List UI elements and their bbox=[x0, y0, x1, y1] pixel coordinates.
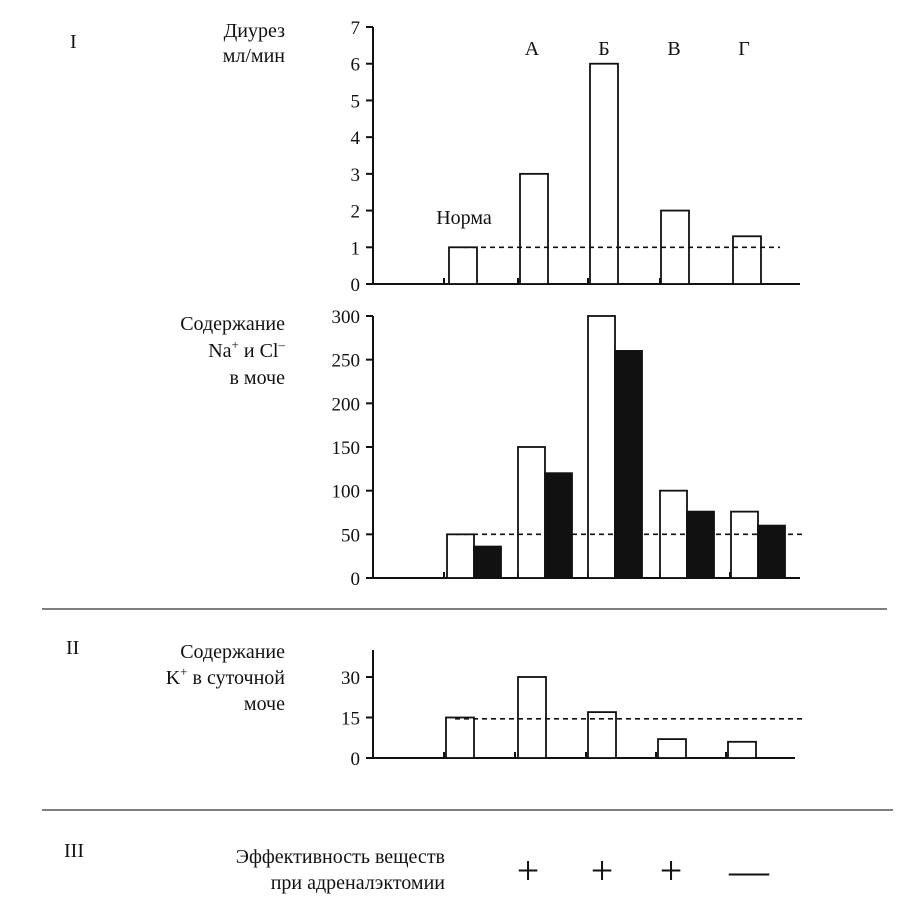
panel1-bar-white bbox=[448, 246, 478, 285]
panel2-bar-black bbox=[544, 472, 573, 579]
panel2-ylabel-line2: Na+ и Cl– bbox=[208, 337, 285, 362]
panel1-bar-white bbox=[732, 235, 762, 285]
panel1-bar-white bbox=[589, 62, 619, 285]
effectiveness-mark-A: + bbox=[517, 848, 540, 893]
group-label-A: А bbox=[525, 38, 540, 60]
panel2-ytick-label: 300 bbox=[332, 307, 361, 328]
panel2-bar-black bbox=[757, 524, 786, 579]
section-I-label: I bbox=[70, 31, 77, 53]
panel2-ytick-label: 100 bbox=[332, 482, 361, 503]
panel1-ytick-label: 0 bbox=[351, 275, 361, 296]
group-label-G: Г bbox=[738, 38, 750, 60]
panel1-ytick-label: 4 bbox=[351, 128, 361, 149]
panel2-bar-black bbox=[686, 510, 715, 579]
k-symbol: K bbox=[166, 667, 181, 689]
panel1-bar-white bbox=[519, 172, 549, 285]
panel3-ylabel-line2: K+ в суточной bbox=[166, 664, 286, 689]
section-III-label: III bbox=[64, 840, 84, 862]
k-rest: в суточной bbox=[188, 667, 286, 689]
cl-symbol: и Cl bbox=[239, 340, 279, 362]
panel1-ytick-label: 6 bbox=[351, 55, 361, 76]
panel3-ylabel-line3: моче bbox=[244, 693, 285, 715]
panel1-ylabel-line1: Диурез bbox=[224, 20, 285, 42]
effectiveness-mark-B: + bbox=[591, 848, 614, 893]
panel1-ytick-label: 1 bbox=[351, 238, 361, 259]
na-charge: + bbox=[232, 337, 239, 352]
panel2-bar-black bbox=[614, 350, 643, 579]
panel3-ytick-label: 15 bbox=[341, 709, 360, 730]
panel1-ytick-label: 2 bbox=[351, 202, 361, 223]
effectiveness-mark-G: — bbox=[728, 848, 770, 893]
effectiveness-mark-V: + bbox=[660, 848, 683, 893]
panel1-ytick-label: 5 bbox=[351, 91, 361, 112]
cl-charge: – bbox=[278, 337, 286, 352]
panel1-ylabel-line2: мл/мин bbox=[223, 45, 286, 67]
panel3-bar-white bbox=[445, 716, 475, 759]
panel2-ylabel-line3: в моче bbox=[229, 367, 285, 389]
panel2-bar-black bbox=[473, 545, 502, 579]
panel3-bar-white bbox=[727, 740, 757, 759]
panel3-ytick-label: 0 bbox=[351, 749, 361, 770]
panel2-bar-white bbox=[587, 315, 616, 579]
panel1-ytick-label: 3 bbox=[351, 165, 361, 186]
panel2-bar-white bbox=[446, 533, 475, 579]
panel3-ytick-label: 30 bbox=[341, 668, 360, 689]
panel2-ytick-label: 200 bbox=[332, 394, 361, 415]
panel1-baseline-label: Норма bbox=[436, 207, 492, 229]
panel3-ylabel-line1: Содержание bbox=[180, 641, 285, 663]
group-label-V: В bbox=[667, 38, 680, 60]
bar-charts: 0 1 2 3 4 5 6 7 0 50 100 150 200 250 300 0 15 30 bbox=[332, 18, 803, 770]
na-symbol: Na bbox=[208, 340, 231, 362]
panel3-bar-white bbox=[517, 676, 547, 759]
panel2-ytick-label: 0 bbox=[351, 569, 361, 590]
panel3-bar-white bbox=[587, 711, 617, 759]
panel2-ytick-label: 50 bbox=[341, 525, 360, 546]
k-charge: + bbox=[180, 664, 187, 679]
panel2-bar-white bbox=[517, 446, 546, 579]
panel1-ytick-label: 7 bbox=[351, 18, 361, 39]
panel2-ylabel-line1: Содержание bbox=[180, 313, 285, 335]
panel2-ytick-label: 250 bbox=[332, 351, 361, 372]
panel3-bar-white bbox=[657, 738, 687, 759]
group-label-B: Б bbox=[598, 38, 609, 60]
effectiveness-label-line2: при адреналэктомии bbox=[271, 872, 446, 894]
effectiveness-label-line1: Эффективность веществ bbox=[236, 846, 445, 868]
panel2-ytick-label: 150 bbox=[332, 438, 361, 459]
panel2-bar-white bbox=[730, 510, 759, 579]
section-II-label: II bbox=[66, 637, 79, 659]
